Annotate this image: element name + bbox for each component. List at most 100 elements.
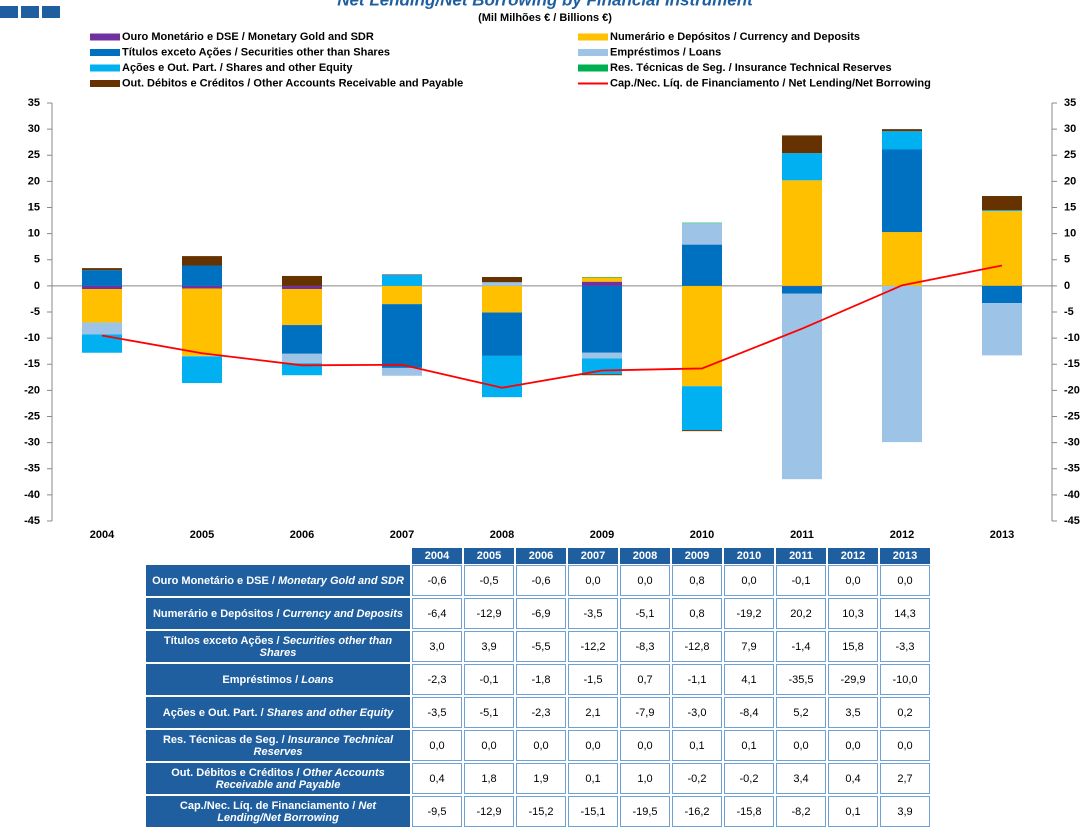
table-cell: -29,9 — [828, 664, 878, 695]
legend-label: Numerário e Depósitos / Currency and Dep… — [610, 31, 860, 43]
table-cell: -8,2 — [776, 796, 826, 827]
table-cell: -15,2 — [516, 796, 566, 827]
table-cell: -3,3 — [880, 631, 930, 662]
row-label-pt: Out. Débitos e Créditos / — [171, 766, 300, 779]
table-cell: -6,9 — [516, 598, 566, 629]
bar — [182, 285, 222, 289]
y-tick-label: 0 — [34, 280, 40, 292]
table-cell: -35,5 — [776, 664, 826, 695]
bar — [582, 352, 622, 359]
x-tick-label: 2011 — [790, 529, 814, 541]
y2-tick-label: 35 — [1064, 97, 1076, 109]
y2-tick-label: -35 — [1064, 463, 1080, 475]
table-cell: 5,2 — [776, 697, 826, 728]
table-cell: 4,1 — [724, 664, 774, 695]
bar — [182, 288, 222, 356]
bar — [982, 285, 1022, 304]
row-label-text: Empréstimos / Loans — [222, 674, 333, 686]
table-cell: -5,1 — [464, 697, 514, 728]
table-cell: 3,9 — [880, 796, 930, 827]
legend-label: Ouro Monetário e DSE / Monetary Gold and… — [122, 31, 374, 43]
table-cell: -8,4 — [724, 697, 774, 728]
bar — [682, 223, 722, 245]
row-label-text: Ações e Out. Part. / Shares and other Eq… — [163, 707, 393, 719]
bar — [482, 355, 522, 398]
table-cell: -12,9 — [464, 796, 514, 827]
y2-tick-label: -25 — [1064, 410, 1080, 422]
x-tick-label: 2012 — [890, 529, 914, 541]
row-label-en: Loans — [301, 673, 334, 686]
row-label-en: Currency and Deposits — [282, 607, 404, 620]
table-cell: 0,1 — [828, 796, 878, 827]
table-cell: 0,8 — [672, 598, 722, 629]
legend-label: Títulos exceto Ações / Securities other … — [122, 46, 390, 58]
table-header: 2006 — [516, 548, 566, 564]
table-cell: -3,5 — [568, 598, 618, 629]
bar — [282, 353, 322, 364]
row-label-pt: Cap./Nec. Líq. de Financiamento / — [179, 799, 356, 812]
table-cell: 0,0 — [412, 730, 462, 761]
table-cell: 3,4 — [776, 763, 826, 794]
x-tick-label: 2008 — [490, 529, 514, 541]
bar — [782, 135, 822, 154]
bar — [882, 285, 922, 443]
table-cell: -2,3 — [412, 664, 462, 695]
legend-swatch — [90, 33, 120, 41]
y2-tick-label: -20 — [1064, 384, 1080, 396]
y-tick-label: 10 — [28, 228, 40, 240]
bar — [82, 268, 122, 271]
table-header: 2013 — [880, 548, 930, 564]
bar — [882, 131, 922, 150]
x-tick-label: 2006 — [290, 529, 314, 541]
legend-swatch — [578, 64, 608, 72]
legend-label: Empréstimos / Loans — [610, 46, 721, 58]
bar — [582, 277, 622, 282]
row-label-pt: Empréstimos / — [222, 673, 299, 686]
x-tick-label: 2009 — [590, 529, 614, 541]
table-cell: -10,0 — [880, 664, 930, 695]
table-row-label: Res. Técnicas de Seg. / Insurance Techni… — [146, 730, 410, 761]
bar — [582, 276, 622, 278]
bar — [282, 275, 322, 286]
bar — [882, 232, 922, 286]
table-header: 2004 — [412, 548, 462, 564]
table-cell: -0,2 — [724, 763, 774, 794]
row-label-pt: Ouro Monetário e DSE / — [152, 574, 275, 587]
row-label-pt: Títulos exceto Ações / — [163, 634, 280, 647]
y2-tick-label: 10 — [1064, 228, 1076, 240]
y-tick-label: -25 — [24, 410, 40, 422]
bar — [682, 386, 722, 431]
bar — [282, 363, 322, 376]
legend-swatch — [90, 80, 120, 87]
logo-block — [0, 6, 18, 18]
y-tick-label: 5 — [34, 254, 40, 266]
legend-label: Res. Técnicas de Seg. / Insurance Techni… — [610, 62, 892, 74]
table-cell: 3,0 — [412, 631, 462, 662]
table-cell: 0,0 — [828, 730, 878, 761]
bar — [782, 153, 822, 181]
table-header: 2012 — [828, 548, 878, 564]
x-tick-label: 2004 — [90, 529, 115, 541]
table-cell: -16,2 — [672, 796, 722, 827]
table-cell: -2,3 — [516, 697, 566, 728]
row-label-text: Res. Técnicas de Seg. / Insurance Techni… — [152, 734, 404, 758]
y-tick-label: 20 — [28, 175, 40, 187]
row-label-en: Insurance Technical Reserves — [253, 733, 394, 758]
table-cell: 14,3 — [880, 598, 930, 629]
table-cell: 7,9 — [724, 631, 774, 662]
table-cell: 3,9 — [464, 631, 514, 662]
table-header: 2008 — [620, 548, 670, 564]
table-cell: 20,2 — [776, 598, 826, 629]
table-cell: -7,9 — [620, 697, 670, 728]
bar — [282, 285, 322, 290]
table-cell: -1,4 — [776, 631, 826, 662]
table-cell: 1,9 — [516, 763, 566, 794]
table-cell: 0,0 — [568, 730, 618, 761]
table-cell: 0,0 — [828, 565, 878, 596]
bar — [982, 210, 1022, 212]
table-header: 2011 — [776, 548, 826, 564]
table-cell: -19,2 — [724, 598, 774, 629]
y2-tick-label: 5 — [1064, 254, 1070, 266]
table-cell: -15,8 — [724, 796, 774, 827]
